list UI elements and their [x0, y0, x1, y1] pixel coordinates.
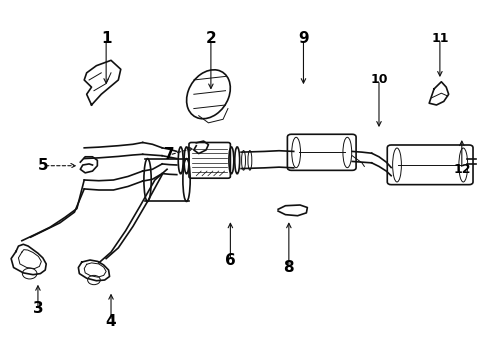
Text: 4: 4: [106, 314, 116, 329]
Text: 10: 10: [370, 73, 388, 86]
Text: 6: 6: [225, 253, 236, 268]
Text: 1: 1: [101, 31, 111, 46]
Text: 7: 7: [164, 148, 175, 162]
Text: 5: 5: [38, 158, 48, 173]
Text: 2: 2: [205, 31, 216, 46]
Text: 12: 12: [453, 163, 470, 176]
Text: 8: 8: [284, 260, 294, 275]
Text: 3: 3: [33, 301, 43, 316]
Text: 9: 9: [298, 31, 309, 46]
Text: 11: 11: [431, 32, 449, 45]
